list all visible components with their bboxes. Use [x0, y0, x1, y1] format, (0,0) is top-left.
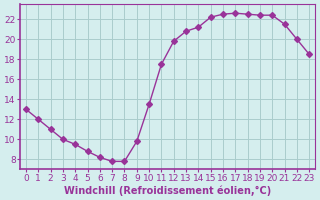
X-axis label: Windchill (Refroidissement éolien,°C): Windchill (Refroidissement éolien,°C)	[64, 185, 271, 196]
